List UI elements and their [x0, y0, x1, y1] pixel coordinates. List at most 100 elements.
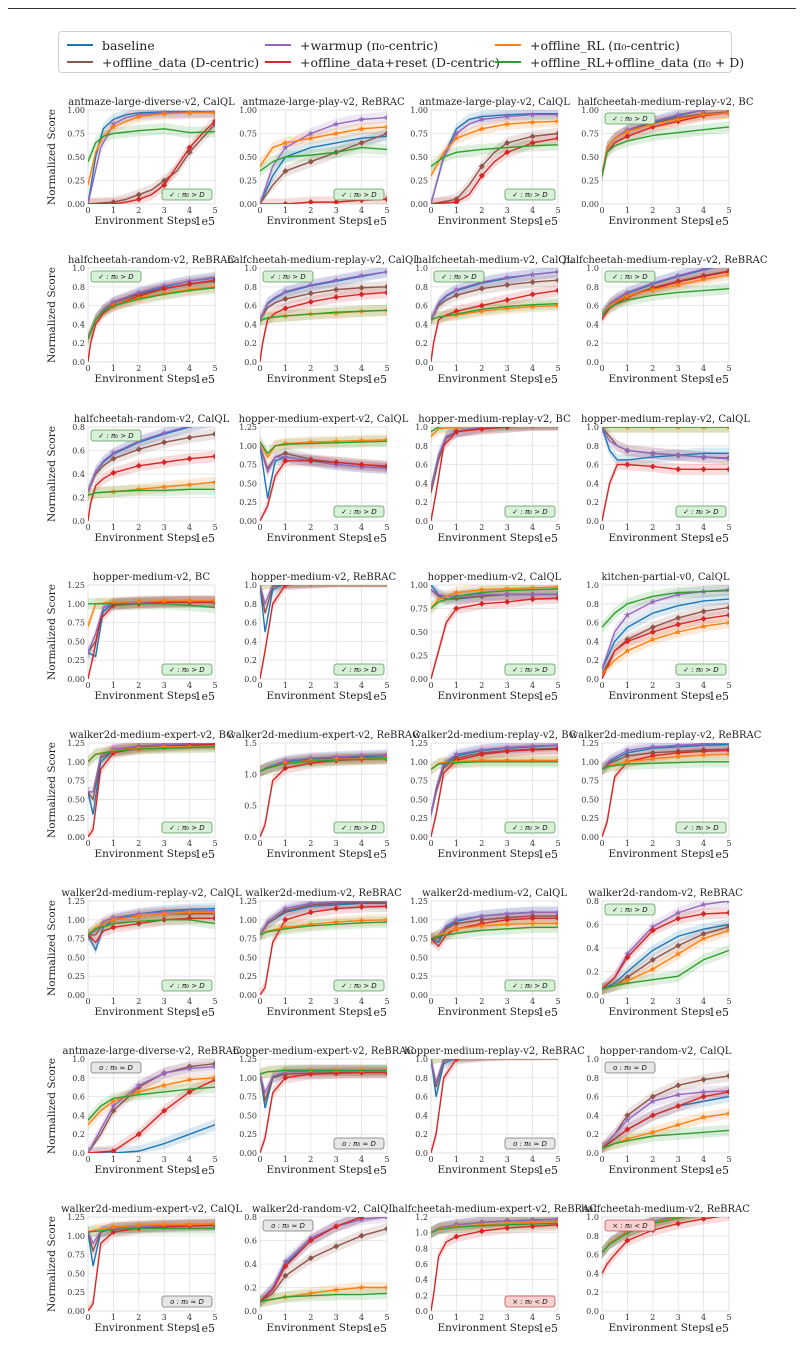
series-marker-offline_rl [503, 756, 511, 764]
series-marker-offline_rl [674, 116, 682, 123]
series-marker-reset [504, 427, 511, 430]
y-tick-label: 1.00 [581, 106, 599, 115]
series-marker-reset [726, 466, 729, 473]
x-axis-scale: 1e5 [537, 848, 558, 861]
series-marker-warmup [478, 116, 486, 123]
y-tick-label: 0.50 [67, 795, 85, 804]
series-marker-offline_rl [358, 125, 365, 132]
series-marker-warmup [649, 598, 657, 605]
series-line-warmup [431, 113, 558, 204]
series-marker-offline_data [649, 1093, 656, 1100]
y-tick-label: 0.25 [67, 814, 85, 823]
legend-swatch [495, 44, 521, 46]
series-band-warmup [260, 440, 387, 478]
x-axis-scale: 1e5 [537, 215, 558, 228]
x-tick-label: 5 [384, 1313, 389, 1322]
x-axis-label: Environment Steps [608, 690, 710, 702]
x-tick-label: 3 [162, 839, 167, 848]
series-band-reset [260, 753, 387, 837]
x-tick-label: 4 [701, 523, 706, 532]
plot-area [601, 267, 730, 363]
y-tick-label: 0.0 [415, 1307, 428, 1316]
series-band-offline_rl [602, 268, 729, 321]
series-marker-reset [282, 585, 289, 588]
series-band-reset [602, 268, 729, 326]
series-line-offline_rl_data [260, 1292, 387, 1303]
series-marker-warmup [529, 271, 536, 278]
x-tick-label: 0 [257, 839, 262, 848]
series-marker-reset [478, 302, 485, 309]
claim-badge: o : π₀ ≈ D [333, 1137, 385, 1150]
series-marker-warmup [186, 1065, 193, 1072]
series-marker-warmup [649, 923, 657, 930]
y-tick-label: 0.0 [72, 517, 85, 526]
series-marker-offline_data [384, 1225, 387, 1232]
y-tick-label: 1.25 [410, 739, 428, 748]
x-axis-scale: 1e5 [537, 1006, 558, 1019]
series-marker-offline_rl [674, 753, 682, 760]
series-marker-warmup [624, 447, 631, 454]
series-marker-offline_rl [554, 920, 558, 927]
badge-text: ✓ : π₀ > D [512, 982, 548, 990]
series-marker-offline_rl [529, 118, 536, 125]
x-axis-scale: 1e5 [194, 1006, 215, 1019]
series-marker-reset [161, 459, 168, 466]
subplot-title: hopper-medium-replay-v2, CalQL [581, 414, 750, 425]
x-tick-label: 2 [479, 206, 484, 215]
subplot: 0 1 2 3 4 5 0.00 0.25 0.50 0.75 1.00halfcheetah-me… [577, 97, 753, 228]
x-tick-label: 0 [599, 997, 604, 1006]
y-tick-label: 0.6 [244, 302, 257, 311]
y-tick-label: 0.4 [586, 637, 599, 646]
series-marker-reset [555, 915, 558, 922]
series-marker-offline_rl [700, 622, 707, 630]
x-tick-label: 2 [136, 206, 141, 215]
claim-badge: ✓ : π₀ > D [604, 270, 656, 283]
x-tick-label: 1 [625, 523, 630, 532]
x-tick-label: 3 [505, 839, 510, 848]
x-tick-label: 3 [334, 1155, 339, 1164]
subplot: 0 1 2 3 4 5 0.00 0.25 0.50 0.75 1.00antmaze-large-… [46, 97, 235, 228]
subplot: 0 1 2 3 4 5 0.0 0.2 0.4 0.6 0.8 1.0halfcheetah-medi… [563, 255, 767, 386]
y-tick-label: 0.8 [586, 1232, 599, 1241]
series-marker-reset [727, 1217, 729, 1219]
x-tick-label: 3 [676, 997, 681, 1006]
series-line-offline_rl_data [260, 757, 387, 772]
y-tick-label: 0.50 [581, 795, 599, 804]
badge-box [675, 821, 727, 834]
series-marker-reset [478, 172, 485, 179]
x-tick-label: 5 [384, 523, 389, 532]
y-tick-label: 0.6 [586, 302, 599, 311]
y-tick-label: 0.00 [239, 991, 257, 1000]
series-line-offline_rl_data [602, 126, 729, 176]
series-marker-offline_rl [674, 281, 682, 288]
y-tick-label: 0.0 [244, 358, 257, 367]
subplot: 0 1 2 3 4 5 0.0 0.2 0.4 0.6 0.8 1.0 1.2halfcheetah-m… [392, 1204, 597, 1335]
series-marker-reset [529, 915, 536, 922]
series-marker-offline_rl [358, 917, 365, 924]
series-marker-offline_rl [186, 1221, 193, 1228]
badge-box [90, 429, 142, 442]
x-tick-label: 5 [555, 1155, 560, 1164]
series-band-baseline [431, 743, 558, 821]
x-tick-label: 0 [85, 1155, 90, 1164]
x-axis-scale: 1e5 [708, 690, 729, 703]
y-tick-label: 0.2 [415, 498, 428, 507]
series-marker-reset [531, 427, 534, 429]
series-band-offline_rl_data [88, 1081, 215, 1126]
x-tick-label: 0 [599, 1155, 604, 1164]
series-line-warmup [88, 427, 188, 492]
series-marker-offline_data [478, 285, 485, 292]
badge-text: o : π₀ ≈ D [613, 1064, 647, 1072]
x-axis-label: Environment Steps [266, 532, 368, 544]
series-marker-warmup [674, 111, 682, 118]
y-tick-label: 0.25 [410, 177, 428, 186]
badge-box [262, 1219, 314, 1232]
badge-text: ✓ : π₀ > D [512, 191, 548, 199]
legend-swatch [67, 44, 93, 46]
y-tick-label: 0.8 [415, 1244, 428, 1253]
y-axis-label: Normalized Score [46, 900, 58, 996]
series-marker-offline_rl [110, 123, 117, 130]
x-tick-label: 4 [701, 997, 706, 1006]
y-tick-label: 0.25 [410, 972, 428, 981]
subplot: 0 1 2 3 4 5 0.0 0.2 0.4 0.6 0.8 1.0halfcheetah-medi… [227, 255, 420, 386]
